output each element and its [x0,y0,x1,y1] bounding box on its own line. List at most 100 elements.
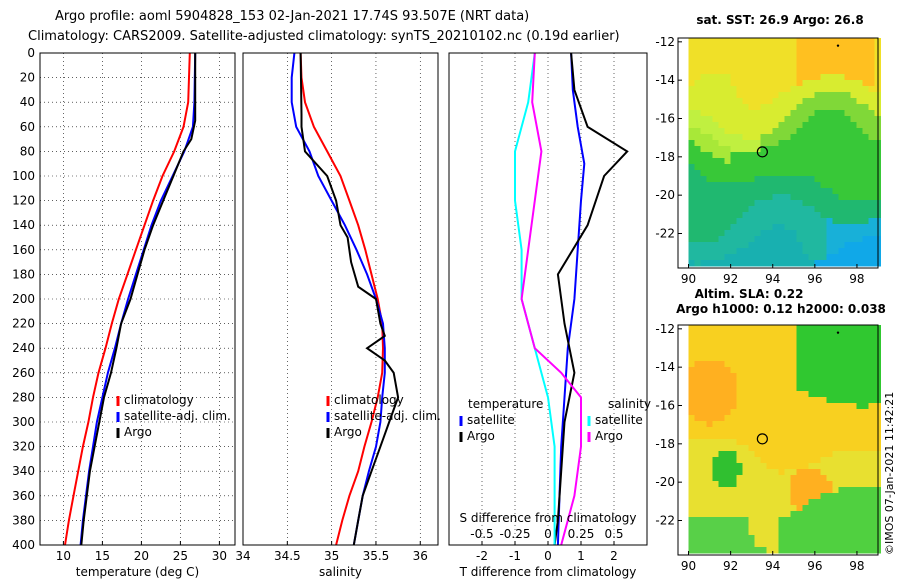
map-cell [724,415,731,422]
map-cell [802,469,809,476]
map-cell [766,212,773,219]
map-cell [790,451,797,458]
map-cell [778,457,785,464]
map-cell [694,110,701,117]
map-cell [742,481,749,488]
map-cell [790,499,797,506]
map-cell [844,254,851,261]
map-cell [820,104,827,111]
map-cell [826,535,833,542]
map-cell [784,421,791,428]
map-cell [862,254,869,261]
map-cell [838,469,845,476]
map-cell [796,254,803,261]
map-cell [748,499,755,506]
map-cell [844,535,851,542]
map-cell [706,475,713,482]
map-cell [742,373,749,380]
map-cell [700,236,707,243]
map-cell [862,469,869,476]
map-cell [832,535,839,542]
map-cell [706,403,713,410]
map-cell [724,218,731,225]
map-cell [742,188,749,195]
map-cell [772,56,779,63]
map-cell [832,433,839,440]
map-cell [808,98,815,105]
map-cell [796,104,803,111]
map-cell [700,481,707,488]
map-cell [856,176,863,183]
map-cell [736,110,743,117]
map-cell [694,38,701,45]
map-cell [796,487,803,494]
map-cell [778,140,785,147]
map-cell [706,38,713,45]
map-cell [730,80,737,87]
map-cell [796,463,803,470]
map-cell [844,451,851,458]
map-cell [742,349,749,356]
map-cell [862,170,869,177]
map-cell [826,487,833,494]
y-tick-label: 80 [20,144,35,158]
map-cell [868,547,875,554]
map-cell [706,104,713,111]
map-cell [856,445,863,452]
map-cell [718,331,725,338]
map-cell [862,176,869,183]
map-cell [856,98,863,105]
map-cell [838,116,845,123]
map-cell [724,355,731,362]
map-cell [730,248,737,255]
map-cell [790,487,797,494]
map-cell [826,463,833,470]
map-cell [694,373,701,380]
map-cell [718,451,725,458]
map-cell [706,152,713,159]
map-cell [724,547,731,554]
map-cell [736,331,743,338]
map-cell [760,206,767,213]
map-cell [760,373,767,380]
map-cell [778,224,785,231]
map-cell [772,242,779,249]
map-cell [688,433,695,440]
map-cell [778,463,785,470]
map-cell [820,254,827,261]
map-cell [718,116,725,123]
map-cell [826,104,833,111]
x-axis-label: T difference from climatology [459,565,637,579]
map-cell [820,68,827,75]
map-cell [694,409,701,416]
map-cell [718,68,725,75]
map-cell [784,212,791,219]
map-cell [766,367,773,374]
map-cell [724,50,731,57]
map-cell [802,260,809,267]
sla-map-title-line2: Argo h1000: 0.12 h2000: 0.038 [676,302,886,316]
map-cell [760,158,767,165]
map-cell [706,511,713,518]
map-cell [760,152,767,159]
legend-item: climatology [334,393,404,407]
map-cell [748,427,755,434]
map-cell [778,367,785,374]
map-cell [700,140,707,147]
map-cell [838,260,845,267]
map-cell [802,379,809,386]
map-cell [688,511,695,518]
map-cell [850,421,857,428]
map-cell [742,158,749,165]
map-cell [820,74,827,81]
map-cell [706,164,713,171]
map-cell [856,427,863,434]
map-cell [832,481,839,488]
map-cell [760,116,767,123]
map-cell [712,367,719,374]
map-cell [868,457,875,464]
secondary-tick-label: -0.25 [499,527,530,541]
legend-item: Argo [595,429,623,443]
legend-item: satellite [467,413,515,427]
map-cell [784,80,791,87]
